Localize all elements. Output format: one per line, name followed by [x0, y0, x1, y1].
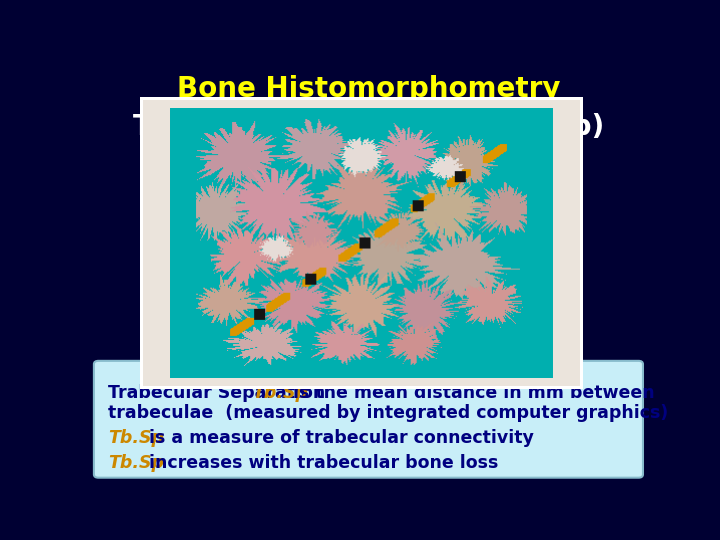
- Text: Trabecular Separation: Trabecular Separation: [109, 384, 332, 402]
- FancyBboxPatch shape: [94, 361, 643, 478]
- Text: Tb.Sp: Tb.Sp: [109, 429, 164, 447]
- Text: Bone Histomorphometry: Bone Histomorphometry: [177, 75, 561, 103]
- Text: increases with trabecular bone loss: increases with trabecular bone loss: [143, 454, 498, 471]
- Text: Tb.Sp: Tb.Sp: [109, 454, 164, 471]
- Text: is the mean distance in mm between: is the mean distance in mm between: [287, 384, 654, 402]
- Text: trabeculae  (measured by integrated computer graphics): trabeculae (measured by integrated compu…: [109, 404, 669, 422]
- Text: Tb.Sp: Tb.Sp: [253, 384, 308, 402]
- Text: Trabecular Separation (Tb.Sp): Trabecular Separation (Tb.Sp): [133, 113, 605, 140]
- Text: is a measure of trabecular connectivity: is a measure of trabecular connectivity: [143, 429, 534, 447]
